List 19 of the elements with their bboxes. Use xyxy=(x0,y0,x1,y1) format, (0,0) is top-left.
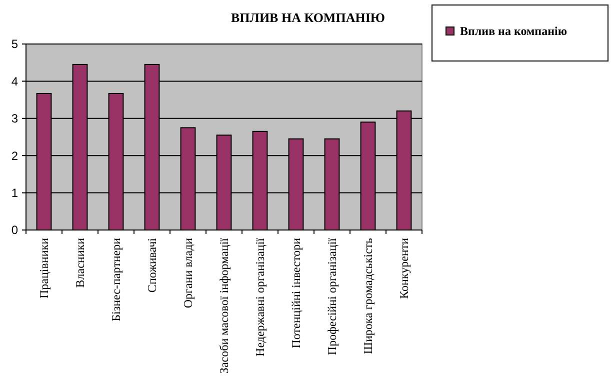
x-tick-label: Широка громадськість xyxy=(361,237,376,354)
y-tick-label: 4 xyxy=(11,74,18,88)
x-tick-label: Засоби масової інформації xyxy=(217,237,232,374)
y-tick-label: 2 xyxy=(11,148,18,163)
x-tick-label: Власники xyxy=(73,237,88,288)
legend-label: Вплив на компанію xyxy=(460,24,567,38)
x-tick-label: Конкуренти xyxy=(397,237,412,299)
y-tick-label: 0 xyxy=(11,223,18,238)
x-tick-label: Працівники xyxy=(37,237,52,299)
y-tick-label: 1 xyxy=(11,186,18,200)
x-tick-label: Недержавні організації xyxy=(253,237,268,356)
x-tick-label: Професійні організації xyxy=(325,237,340,356)
x-tick-label: Бізнес-партнери xyxy=(109,237,124,322)
y-tick-label: 3 xyxy=(11,112,18,126)
y-tick-label: 5 xyxy=(11,37,18,52)
x-tick-label: Органи влади xyxy=(181,237,196,308)
x-tick-label: Споживачі xyxy=(145,237,160,293)
chart-title: ВПЛИВ НА КОМПАНІЮ xyxy=(230,10,386,25)
x-tick-label: Потенційні інвестори xyxy=(289,237,304,348)
